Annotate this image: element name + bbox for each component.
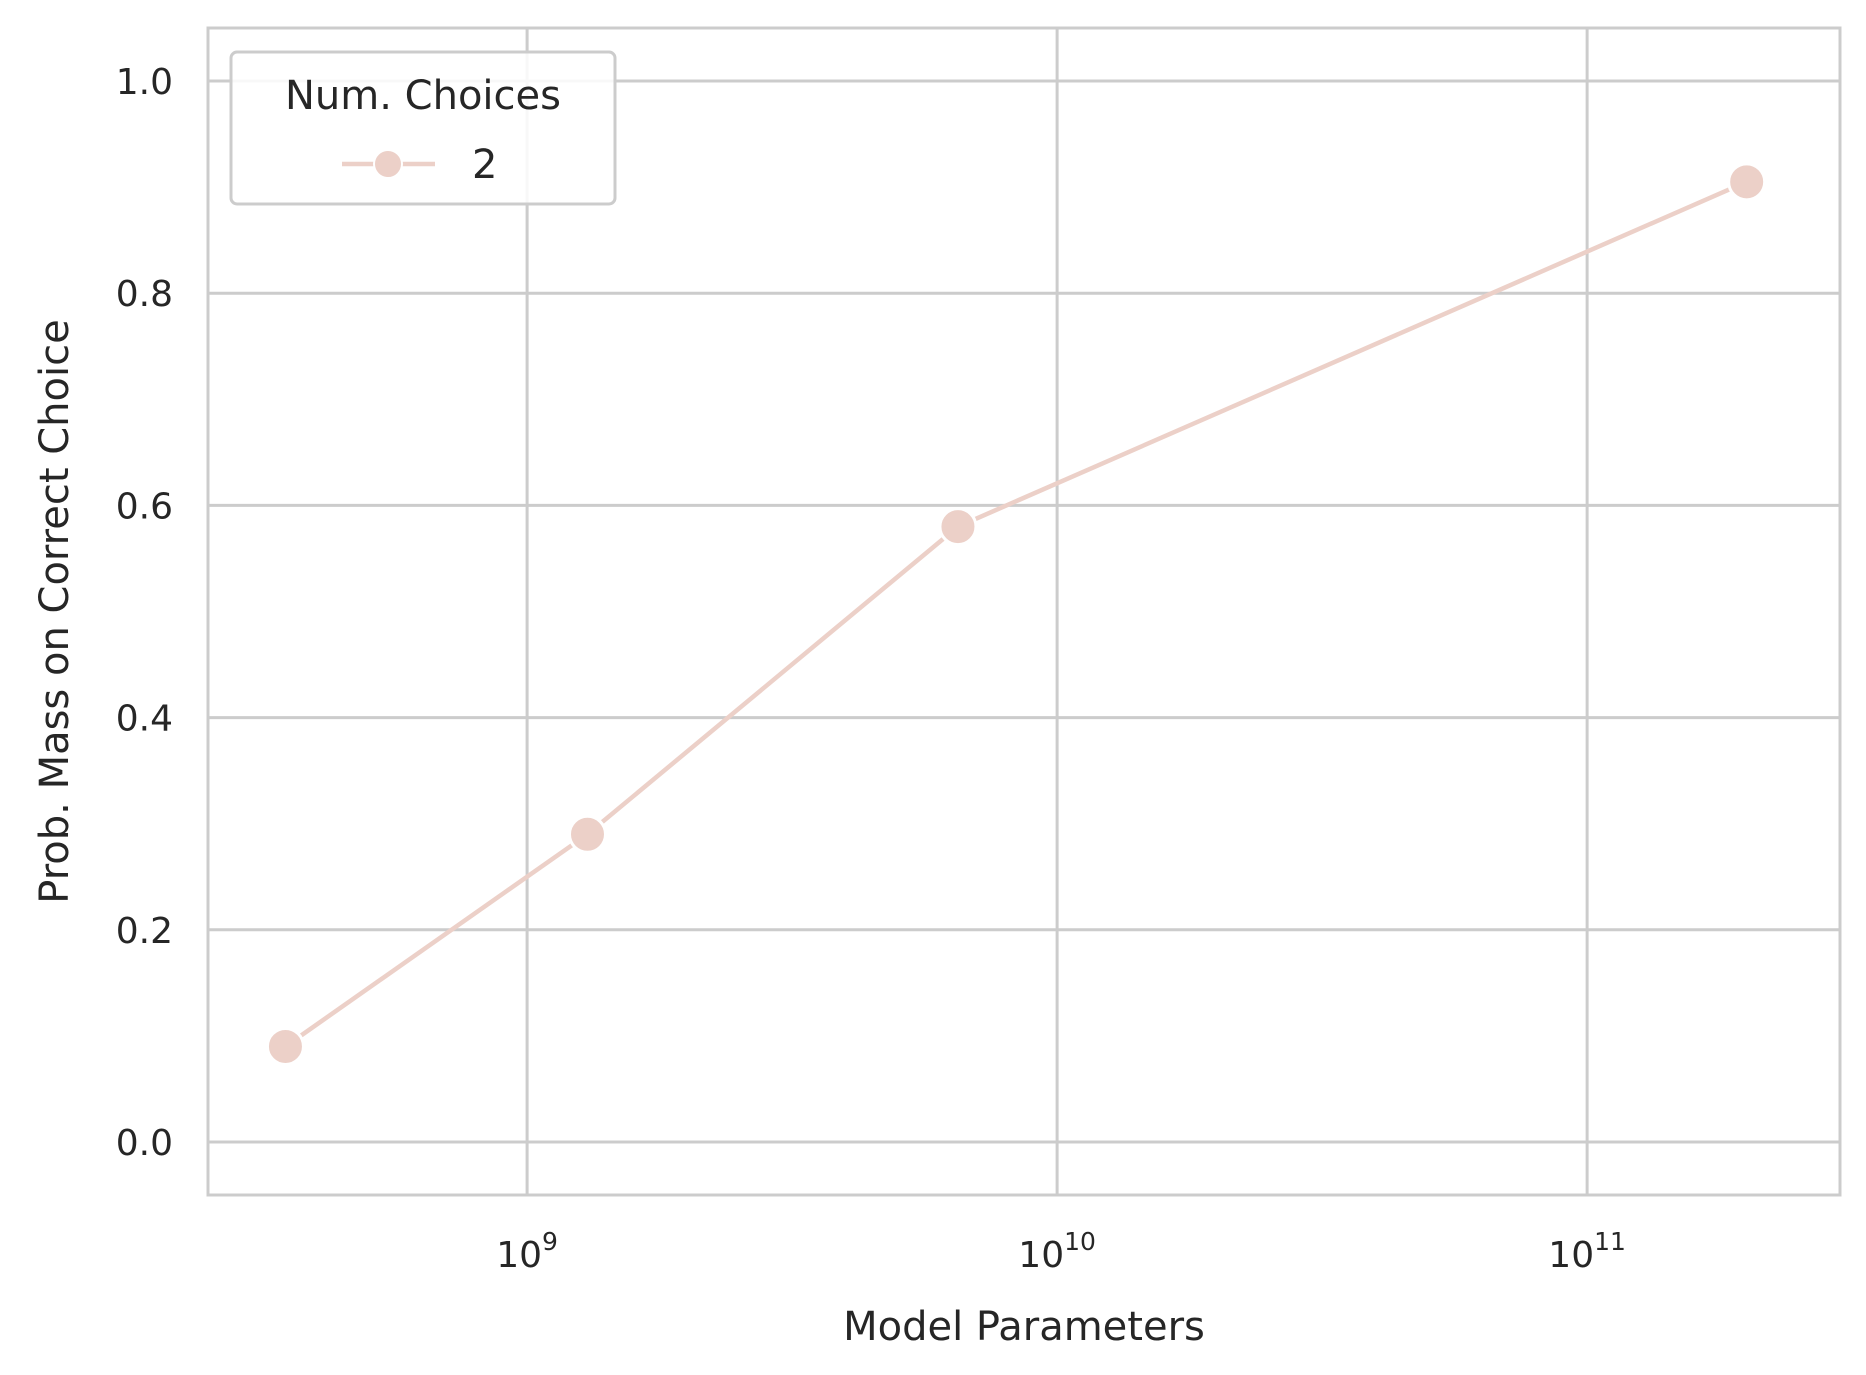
x-tick-base: 10: [1018, 1235, 1064, 1276]
x-tick-label: 1010: [1018, 1227, 1096, 1276]
legend-marker: [373, 149, 403, 179]
x-tick-exponent: 10: [1064, 1227, 1096, 1256]
data-point: [265, 1026, 305, 1066]
y-tick-label: 0.8: [116, 274, 173, 315]
legend-label: 2: [472, 142, 497, 188]
grid-lines: [208, 28, 1840, 1195]
x-tick-base: 10: [1548, 1235, 1594, 1276]
x-tick-exponent: 11: [1594, 1227, 1626, 1256]
legend-title: Num. Choices: [285, 73, 561, 119]
series-line: [284, 179, 1748, 1049]
data-point: [567, 814, 607, 854]
y-tick-label: 0.4: [116, 699, 173, 740]
data-point: [938, 507, 978, 547]
plot-frame: [206, 26, 1842, 1197]
y-tick-label: 1.0: [116, 62, 173, 103]
data-point: [1727, 162, 1767, 202]
x-tick-labels: 109 1010 1011: [496, 1227, 1626, 1276]
series-layer: [265, 162, 1767, 1066]
x-tick-label: 1011: [1548, 1227, 1626, 1276]
x-tick-label: 109: [496, 1227, 558, 1276]
x-axis-label: Model Parameters: [843, 1304, 1205, 1350]
x-tick-exponent: 9: [542, 1227, 558, 1256]
legend-box: [229, 50, 617, 206]
y-tick-label: 0.0: [116, 1123, 173, 1164]
x-tick-base: 10: [496, 1235, 542, 1276]
y-axis-label: Prob. Mass on Correct Choice: [32, 319, 78, 903]
y-tick-label: 0.2: [116, 911, 173, 952]
y-tick-labels: 0.0 0.2 0.4 0.6 0.8 1.0: [116, 62, 173, 1164]
legend: Num. Choices 2: [229, 50, 617, 206]
legend-entries: 2: [342, 142, 497, 188]
y-tick-label: 0.6: [116, 486, 173, 527]
